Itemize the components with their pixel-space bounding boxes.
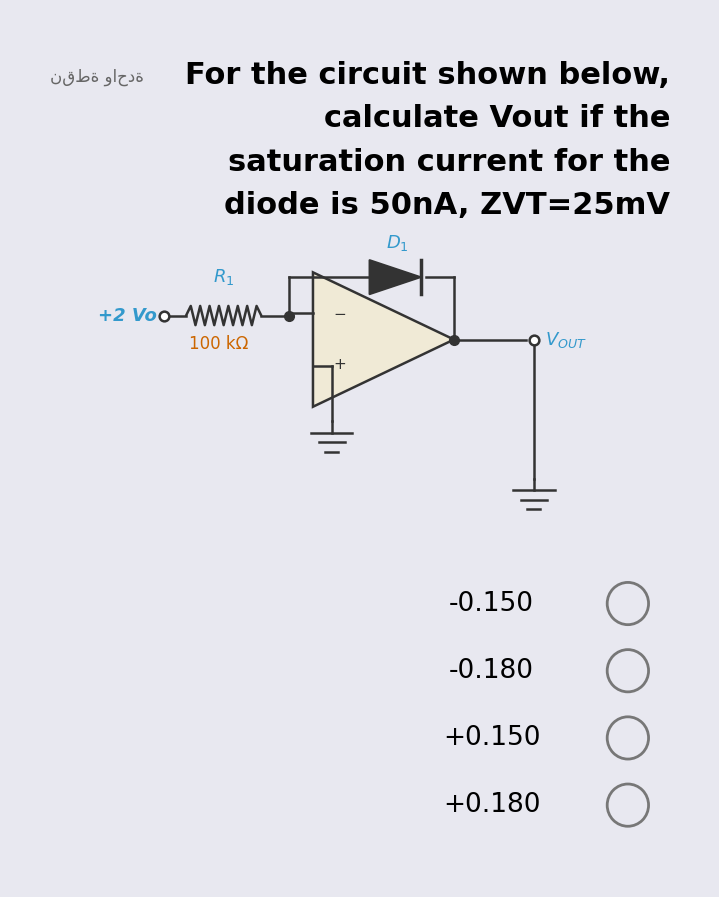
Text: −: −: [334, 307, 347, 322]
Text: $V_{OUT}$: $V_{OUT}$: [545, 329, 587, 350]
Text: +0.180: +0.180: [443, 792, 540, 818]
Polygon shape: [370, 260, 421, 294]
Text: diode is 50nA, ZVT=25mV: diode is 50nA, ZVT=25mV: [224, 191, 670, 220]
Text: -0.180: -0.180: [449, 658, 534, 684]
Text: $D_1$: $D_1$: [386, 233, 409, 253]
Text: +2 Vo: +2 Vo: [98, 307, 157, 325]
Text: $R_1$: $R_1$: [213, 266, 234, 287]
Text: For the circuit shown below,: For the circuit shown below,: [186, 61, 670, 90]
Text: 100 kΩ: 100 kΩ: [189, 335, 249, 353]
Text: +: +: [334, 357, 347, 372]
Text: saturation current for the: saturation current for the: [228, 147, 670, 177]
Text: +0.150: +0.150: [443, 725, 540, 751]
Text: calculate Vout if the: calculate Vout if the: [324, 104, 670, 134]
Text: نقطة واحدة: نقطة واحدة: [50, 68, 144, 86]
Polygon shape: [313, 273, 454, 406]
Text: -0.150: -0.150: [449, 590, 534, 616]
